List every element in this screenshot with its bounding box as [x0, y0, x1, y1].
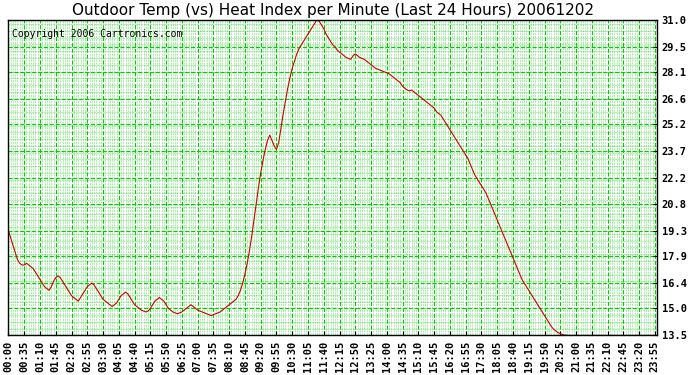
Title: Outdoor Temp (vs) Heat Index per Minute (Last 24 Hours) 20061202: Outdoor Temp (vs) Heat Index per Minute …: [72, 3, 593, 18]
Text: Copyright 2006 Cartronics.com: Copyright 2006 Cartronics.com: [12, 29, 182, 39]
